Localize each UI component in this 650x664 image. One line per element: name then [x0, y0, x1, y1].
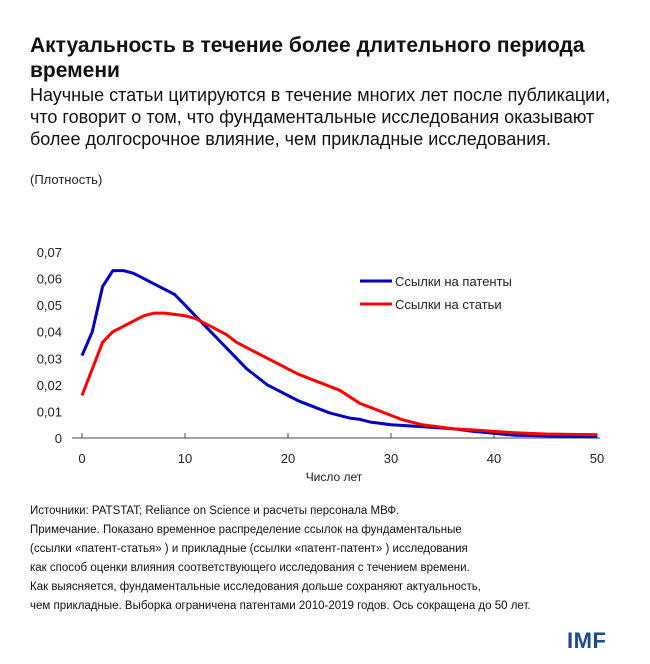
imf-logo: IMF — [567, 628, 607, 653]
x-axis-label: Число лет — [306, 470, 363, 484]
x-tick-label: 20 — [281, 451, 295, 466]
line-chart: 0 10 20 30 40 50 0 0,01 0,02 0,03 0,04 0,05 0,06 0,07… — [37, 245, 605, 484]
x-tick-label: 10 — [178, 451, 192, 466]
notes: Источники: PATSTAT; Reliance on Science … — [30, 502, 630, 616]
legend-label: Ссылки на статьи — [395, 297, 502, 312]
y-tick-label: 0,07 — [37, 245, 62, 260]
chart-subtitle: Научные статьи цитируются в течение мног… — [30, 85, 611, 149]
unit-label: (Плотность) — [30, 172, 103, 187]
series-line-2 — [80, 311, 598, 437]
note-line: Как выясняется, фундаментальные исследов… — [30, 581, 481, 593]
x-tick-label: 40 — [487, 451, 501, 466]
note-line: как способ оценки влияния соответствующе… — [30, 562, 470, 574]
note-line: Источники: PATSTAT; Reliance on Science … — [30, 505, 400, 517]
note-line: Примечание. Показано временное распредел… — [30, 524, 462, 536]
note-line: чем прикладные. Выборка ограничена патен… — [30, 600, 531, 612]
y-tick-label: 0 — [55, 431, 62, 446]
note-line: (ссылки «патент-статья» ) и прикладные (… — [30, 543, 468, 555]
y-tick-label: 0,06 — [37, 272, 62, 287]
x-tick-label: 50 — [590, 451, 604, 466]
series-line-1 — [80, 269, 598, 439]
y-tick-label: 0,02 — [37, 378, 62, 393]
legend-label: Ссылки на патенты — [395, 274, 512, 289]
x-tick-label: 0 — [78, 451, 85, 466]
y-tick-label: 0,04 — [37, 325, 62, 340]
y-tick-label: 0,05 — [37, 298, 62, 313]
y-tick-label: 0,01 — [37, 404, 62, 419]
y-tick-label: 0,03 — [37, 351, 62, 366]
x-tick-label: 30 — [384, 451, 398, 466]
chart-title: Актуальность в течение более длительного… — [30, 34, 585, 82]
